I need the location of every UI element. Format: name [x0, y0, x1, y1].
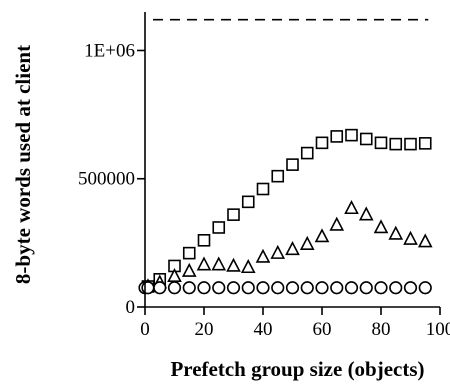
- triangle-point: [329, 216, 345, 231]
- square-point: [241, 195, 255, 209]
- triangle-point: [270, 244, 286, 259]
- x-tick-label: 20: [195, 319, 214, 340]
- triangle-point: [417, 233, 433, 248]
- square-point: [256, 182, 270, 196]
- x-tick-label: 100: [426, 319, 450, 340]
- triangle-point: [255, 248, 271, 263]
- square-point: [197, 234, 211, 247]
- triangle-point: [388, 225, 404, 240]
- triangle-point: [285, 241, 300, 256]
- circle-point: [285, 281, 300, 295]
- triangle-point: [299, 235, 315, 250]
- y-tick-label: 1E+06: [84, 40, 135, 61]
- circle-point: [389, 281, 403, 295]
- square-point: [374, 136, 388, 150]
- square-point: [286, 158, 299, 171]
- series-triangle: [140, 200, 433, 293]
- y-axis-ticks: 0 500000 1E+06: [78, 40, 145, 318]
- square-point: [315, 136, 329, 150]
- triangle-point: [403, 230, 418, 245]
- circle-point: [226, 281, 241, 295]
- triangle-point: [226, 257, 241, 272]
- series-square: [141, 128, 432, 293]
- circle-point: [418, 281, 432, 295]
- circle-point: [197, 281, 211, 295]
- circle-point: [374, 281, 388, 295]
- circle-point: [153, 281, 167, 295]
- circle-point: [271, 281, 285, 295]
- series-circle: [138, 281, 432, 295]
- x-axis-ticks: 0 20 40 60 80 100: [140, 307, 450, 340]
- circle-point: [256, 281, 270, 295]
- x-tick-label: 0: [140, 319, 150, 340]
- triangle-point: [358, 206, 374, 221]
- series-group: [138, 128, 433, 295]
- triangle-point: [240, 259, 256, 274]
- circle-point: [167, 281, 182, 295]
- circle-point: [212, 281, 226, 295]
- square-point: [212, 221, 226, 234]
- circle-point: [141, 281, 155, 295]
- circle-point: [300, 281, 314, 295]
- square-point: [330, 130, 344, 143]
- x-tick-label: 80: [372, 319, 391, 340]
- square-point: [345, 128, 358, 142]
- square-point: [359, 132, 373, 146]
- circle-point: [344, 281, 359, 295]
- square-point: [227, 208, 240, 221]
- triangle-point: [373, 219, 389, 234]
- y-tick-label: 0: [126, 297, 136, 318]
- x-tick-label: 60: [313, 319, 332, 340]
- circle-point: [241, 281, 255, 295]
- y-axis-label: 8-byte words used at client: [11, 45, 35, 284]
- square-point: [182, 246, 196, 260]
- square-point: [389, 137, 403, 151]
- x-axis-label: Prefetch group size (objects): [170, 357, 424, 381]
- square-point: [404, 137, 417, 151]
- circle-point: [182, 281, 196, 295]
- circle-point: [359, 281, 373, 295]
- y-tick-label: 500000: [78, 169, 135, 190]
- square-point: [300, 146, 314, 160]
- x-tick-label: 40: [254, 319, 273, 340]
- square-point: [271, 169, 285, 183]
- triangle-point: [314, 228, 330, 243]
- triangle-point: [196, 256, 212, 271]
- triangle-point: [211, 256, 227, 271]
- circle-point: [330, 281, 344, 295]
- circle-point: [315, 281, 329, 295]
- triangle-point: [181, 262, 197, 277]
- circle-point: [403, 281, 418, 295]
- triangle-point: [344, 200, 359, 215]
- square-point: [418, 137, 432, 150]
